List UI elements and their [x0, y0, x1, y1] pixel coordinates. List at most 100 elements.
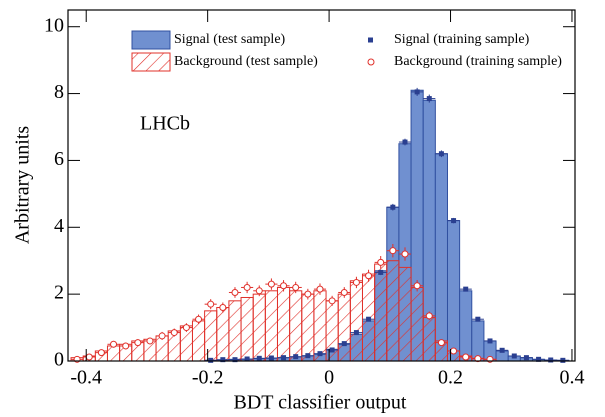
training-point	[304, 290, 312, 298]
training-point	[560, 357, 566, 363]
training-point	[462, 353, 470, 361]
training-point	[292, 283, 300, 291]
training-point	[536, 356, 542, 362]
background-bar	[240, 296, 254, 362]
training-point	[329, 347, 335, 353]
background-bar	[216, 307, 230, 362]
background-bar	[106, 345, 121, 362]
background-bar	[276, 286, 291, 362]
training-point	[474, 355, 482, 363]
training-point	[523, 355, 529, 361]
legend-swatch	[131, 30, 171, 50]
training-point	[134, 339, 142, 347]
training-point	[341, 341, 347, 347]
training-point	[317, 351, 323, 357]
plot-frame	[67, 9, 576, 362]
y-tick-label: 8	[54, 81, 64, 103]
training-point	[256, 355, 262, 361]
y-tick-label: 2	[54, 282, 64, 304]
y-tick-label: 10	[44, 14, 64, 36]
background-bar	[374, 263, 388, 362]
training-point	[378, 269, 384, 275]
legend-label: Signal (test sample)	[174, 32, 286, 47]
training-point	[110, 340, 118, 348]
training-point	[268, 355, 274, 361]
training-point	[414, 89, 420, 95]
background-bar	[337, 293, 351, 362]
training-point	[389, 247, 397, 255]
background-bar	[228, 300, 242, 362]
training-point	[425, 312, 433, 320]
training-point	[220, 357, 226, 363]
signal-bar	[471, 320, 485, 362]
training-point	[353, 330, 359, 336]
y-tick-label: 6	[54, 148, 64, 170]
training-point	[158, 332, 166, 340]
training-point	[365, 272, 373, 280]
training-point	[146, 337, 154, 345]
training-point	[352, 278, 360, 286]
background-bar	[422, 317, 436, 362]
training-point	[377, 258, 385, 266]
legend-swatch	[368, 37, 373, 43]
training-point	[170, 329, 178, 337]
y-tick-label: 0	[54, 349, 64, 371]
legend-label: Background (training sample)	[394, 54, 562, 69]
training-point	[305, 353, 311, 359]
training-point	[548, 357, 554, 363]
training-point	[219, 304, 227, 312]
training-point	[195, 315, 203, 323]
background-bar	[289, 290, 303, 362]
training-point	[293, 354, 299, 360]
training-point	[340, 288, 348, 296]
training-point	[316, 285, 324, 293]
background-bar	[313, 290, 327, 362]
legend-swatch	[131, 52, 171, 72]
x-tick-label: 0	[324, 367, 334, 389]
background-bar	[204, 310, 218, 362]
x-tick-label: -0.4	[70, 367, 102, 389]
y-axis-label: Arbitrary units	[12, 126, 34, 245]
x-tick-label: -0.2	[192, 367, 224, 389]
signal-bar	[459, 290, 473, 362]
training-point	[451, 218, 457, 224]
training-point	[231, 288, 239, 296]
legend-swatch	[367, 58, 375, 66]
background-bar	[264, 290, 278, 362]
signal-bar	[434, 153, 448, 362]
training-point	[499, 347, 505, 353]
x-axis-label: BDT classifier output	[234, 392, 407, 414]
legend-label: Background (test sample)	[174, 54, 318, 69]
background-bar	[349, 280, 363, 362]
training-point	[208, 357, 214, 363]
background-bar	[191, 320, 206, 362]
background-bar	[301, 293, 315, 362]
training-point	[328, 297, 336, 305]
training-point	[475, 316, 481, 322]
x-tick-label: 0.2	[438, 367, 463, 389]
training-point	[437, 339, 445, 347]
training-point	[85, 353, 93, 361]
training-point	[450, 347, 458, 355]
background-bar	[386, 260, 400, 362]
training-point	[426, 96, 432, 102]
background-bar	[252, 293, 266, 362]
training-point	[401, 250, 409, 258]
training-point	[413, 282, 421, 290]
training-point	[255, 287, 263, 295]
legend-label: Signal (training sample)	[394, 32, 530, 47]
training-point	[232, 357, 238, 363]
training-point	[267, 280, 275, 288]
background-bar	[410, 286, 424, 362]
training-point	[402, 139, 408, 145]
training-point	[463, 286, 469, 292]
x-tick-label: 0.4	[559, 367, 584, 389]
training-point	[244, 356, 250, 362]
y-tick-label: 4	[54, 215, 64, 237]
training-point	[97, 349, 105, 357]
training-point	[438, 151, 444, 157]
training-point	[243, 283, 251, 291]
annotation: LHCb	[140, 113, 190, 135]
